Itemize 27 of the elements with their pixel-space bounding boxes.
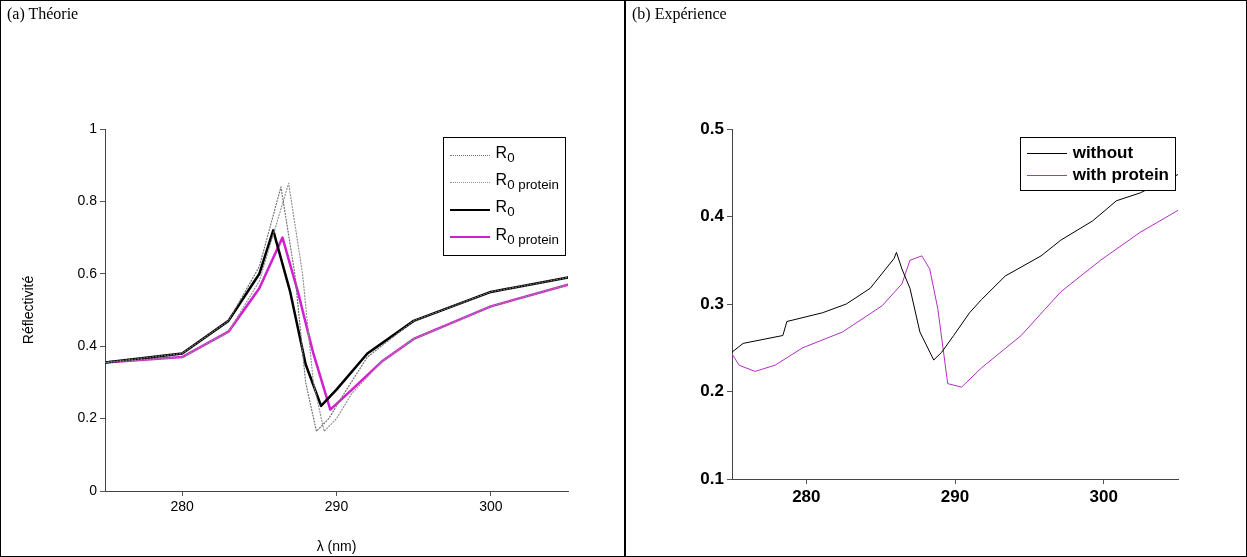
legend-label: R$_{0 protein}$ — [495, 224, 559, 249]
x-tick-label: 300 — [479, 498, 503, 515]
legend-label: R$_{0}$ — [495, 143, 515, 168]
x-tick-label: 300 — [1089, 486, 1118, 506]
legend-label: with protein — [1072, 164, 1169, 186]
y-tick-label: 0.3 — [700, 293, 724, 313]
x-tick-label: 290 — [324, 498, 349, 515]
legend-label: R$_{0 protein}$ — [495, 170, 559, 195]
legend-label: without — [1072, 142, 1134, 164]
y-tick-label: 0.2 — [700, 381, 724, 401]
x-tick-label: 280 — [792, 486, 821, 506]
y-axis-title: Réflectivité — [20, 275, 37, 345]
y-tick-label: 0.8 — [77, 192, 98, 209]
y-tick-label: 0.6 — [77, 264, 98, 281]
chart-title: (b) Expérience — [632, 5, 727, 23]
chart-title: (a) Théorie — [7, 5, 79, 23]
x-tick-label: 290 — [940, 486, 970, 506]
y-tick-label: 1 — [89, 119, 98, 136]
y-tick-label: 0.5 — [700, 118, 724, 138]
y-tick-label: 0.4 — [77, 337, 98, 354]
legend-label: R$_{0}$ — [495, 197, 515, 222]
y-tick-label: 0 — [89, 481, 98, 498]
y-tick-label: 0.1 — [700, 468, 724, 488]
y-tick-label: 0.2 — [77, 409, 98, 426]
x-tick-label: 280 — [170, 498, 195, 515]
x-axis-title: λ (nm) — [316, 538, 357, 555]
y-tick-label: 0.4 — [700, 206, 725, 226]
